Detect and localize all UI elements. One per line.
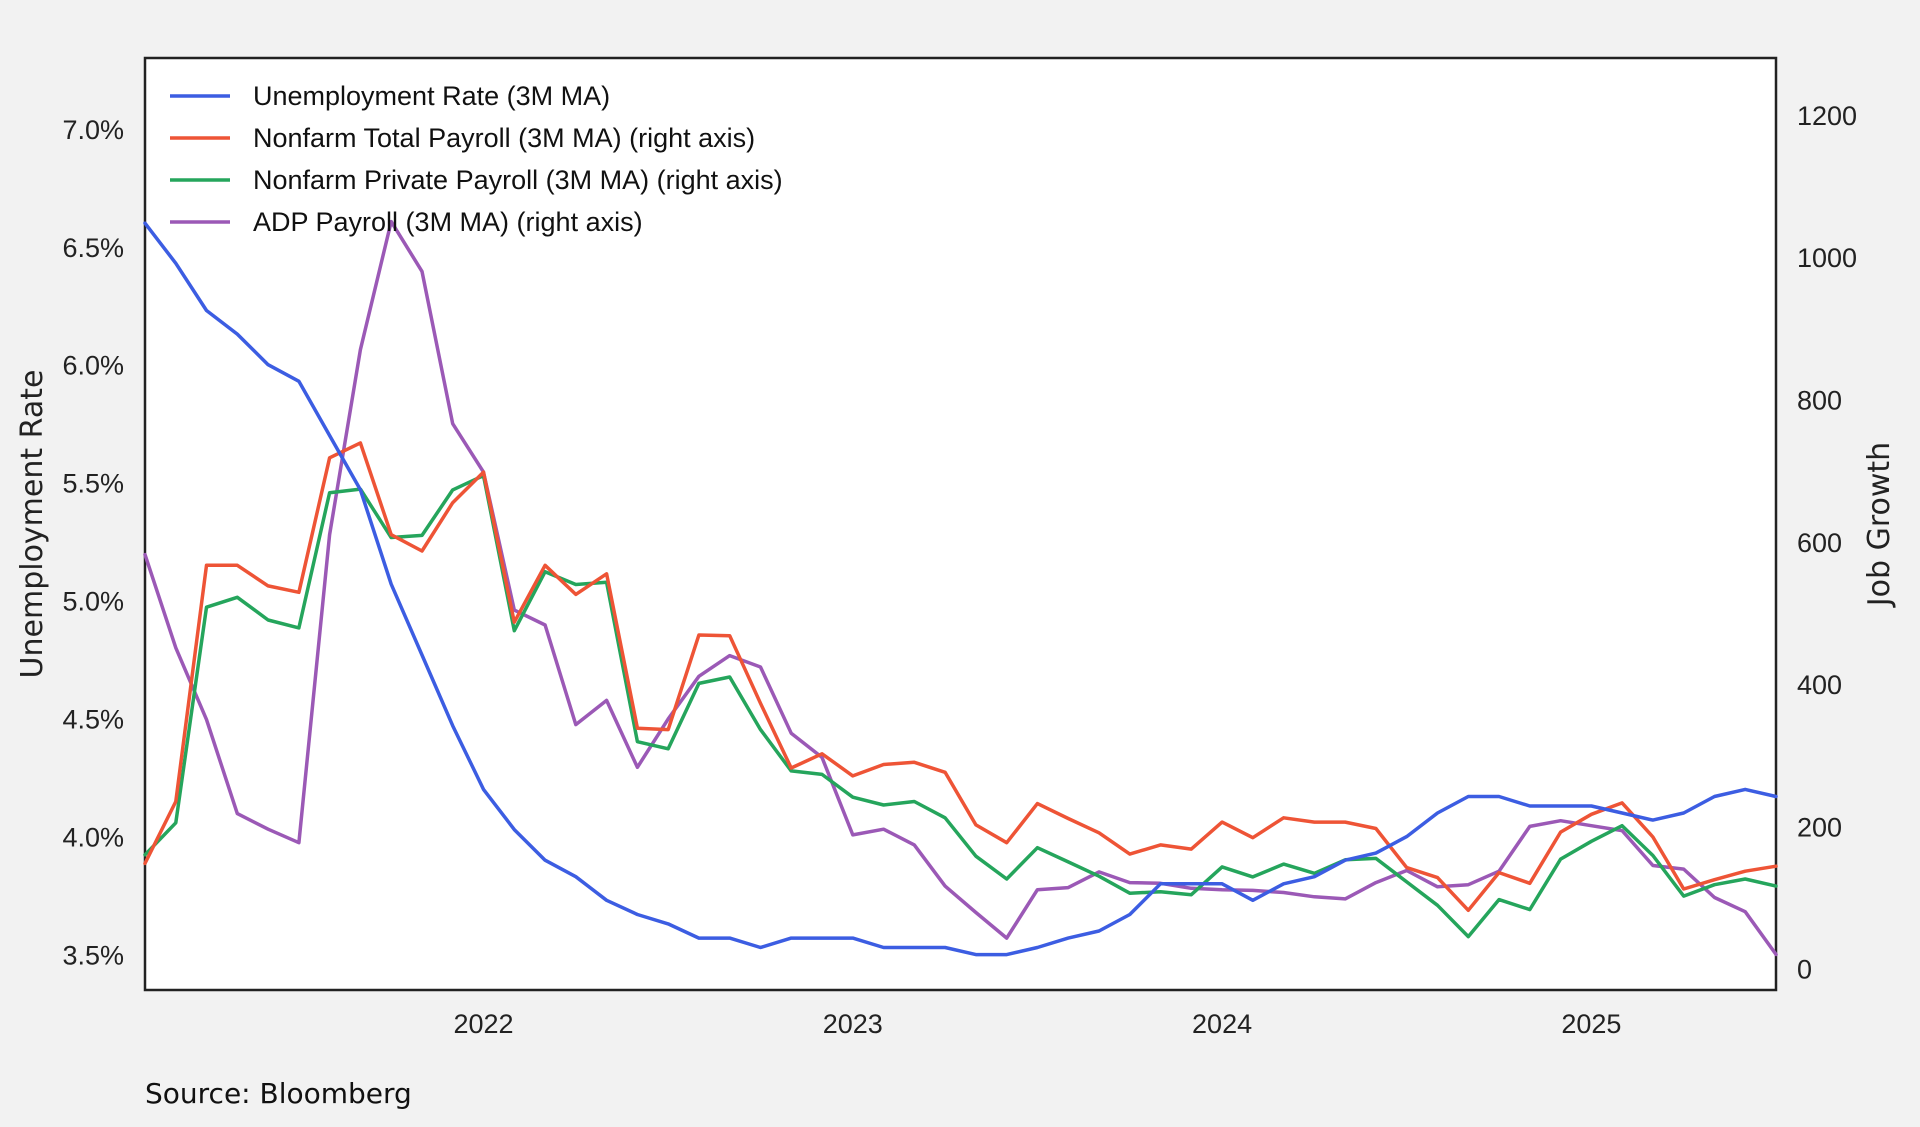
left-tick-label: 3.5% — [62, 941, 124, 971]
series-line-2 — [143, 473, 1778, 939]
series-line-3 — [143, 219, 1778, 957]
left-tick-label: 7.0% — [62, 115, 124, 145]
x-axis-ticks: 2022 2023 2024 2025 — [453, 1009, 1621, 1039]
left-axis-ticks: 3.5% 4.0% 4.5% 5.0% 5.5% 6.0% 6.5% 7.0% — [62, 115, 124, 971]
left-tick-label: 4.5% — [62, 705, 124, 735]
left-tick-label: 6.5% — [62, 233, 124, 263]
left-tick-label: 6.0% — [62, 351, 124, 381]
plot-area — [143, 56, 1778, 992]
right-tick-label: 400 — [1797, 670, 1842, 700]
source-note: Source: Bloomberg — [145, 1077, 412, 1110]
legend-label: Nonfarm Total Payroll (3M MA) (right axi… — [253, 123, 755, 153]
right-tick-label: 200 — [1797, 812, 1842, 842]
series-line-0 — [143, 221, 1778, 957]
right-tick-label: 1000 — [1797, 243, 1857, 273]
x-tick-label: 2023 — [823, 1009, 883, 1039]
left-tick-label: 5.0% — [62, 587, 124, 617]
x-tick-label: 2024 — [1192, 1009, 1252, 1039]
right-tick-label: 1200 — [1797, 101, 1857, 131]
series-layer — [143, 219, 1778, 957]
legend-label: Unemployment Rate (3M MA) — [253, 81, 610, 111]
right-axis-title: Job Growth — [1862, 442, 1897, 608]
left-axis-title: Unemployment Rate — [15, 370, 50, 679]
right-tick-label: 0 — [1797, 955, 1812, 985]
right-tick-label: 800 — [1797, 385, 1842, 415]
left-tick-label: 5.5% — [62, 469, 124, 499]
x-tick-label: 2025 — [1561, 1009, 1621, 1039]
legend-label: ADP Payroll (3M MA) (right axis) — [253, 207, 643, 237]
legend-label: Nonfarm Private Payroll (3M MA) (right a… — [253, 165, 783, 195]
series-line-1 — [143, 441, 1778, 913]
left-tick-label: 4.0% — [62, 823, 124, 853]
right-tick-label: 600 — [1797, 528, 1842, 558]
right-axis-ticks: 0 200 400 600 800 1000 1200 — [1797, 101, 1857, 985]
legend: Unemployment Rate (3M MA) Nonfarm Total P… — [170, 81, 783, 237]
x-tick-label: 2022 — [453, 1009, 513, 1039]
